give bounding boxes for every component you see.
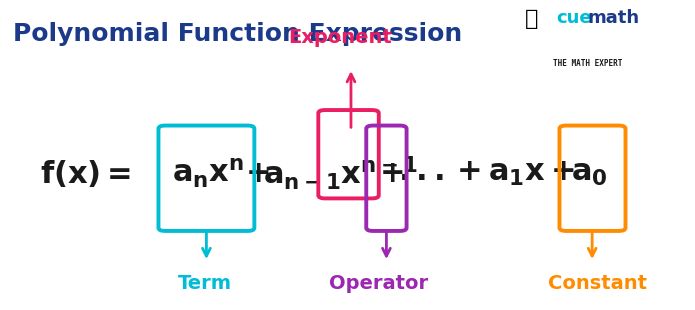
Text: Exponent: Exponent xyxy=(288,28,393,47)
Text: $\mathbf{f(x) =}$: $\mathbf{f(x) =}$ xyxy=(40,158,131,189)
Text: math: math xyxy=(587,9,639,27)
Text: Operator: Operator xyxy=(329,274,428,293)
Text: $\mathbf{... + a_1 x +}$: $\mathbf{... + a_1 x +}$ xyxy=(398,159,574,188)
Text: $\mathbf{a_n x^n}$: $\mathbf{a_n x^n}$ xyxy=(172,157,244,190)
Text: $\mathbf{a_0}$: $\mathbf{a_0}$ xyxy=(571,159,608,188)
Text: Term: Term xyxy=(178,274,232,293)
Text: $\mathbf{a_{n-1} x^{n-1}}$: $\mathbf{a_{n-1} x^{n-1}}$ xyxy=(263,155,418,193)
Text: THE MATH EXPERT: THE MATH EXPERT xyxy=(553,59,622,68)
Text: $\mathbf{+}$: $\mathbf{+}$ xyxy=(379,159,403,188)
Text: Polynomial Function Expression: Polynomial Function Expression xyxy=(13,22,461,46)
Text: cue: cue xyxy=(556,9,591,27)
Text: 🚀: 🚀 xyxy=(525,9,538,29)
Text: $\mathbf{+}$: $\mathbf{+}$ xyxy=(245,159,269,188)
Text: Constant: Constant xyxy=(548,274,647,293)
